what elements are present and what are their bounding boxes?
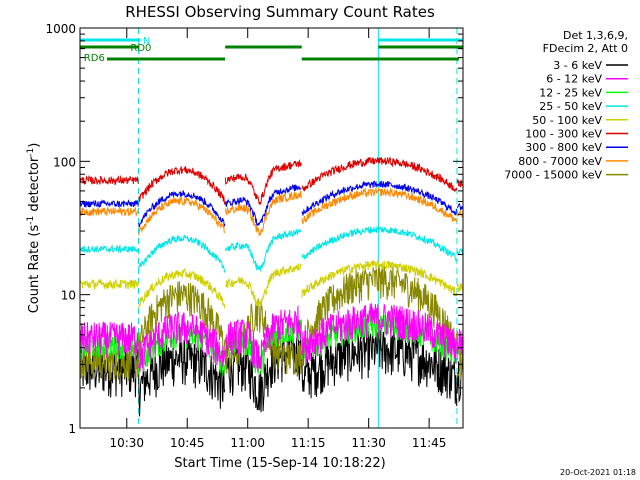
legend-label: 300 - 800 keV <box>525 141 602 154</box>
axis-ticks: 1 10 100 1000 10:30 10:45 11:00 11:15 11:30 11:45 <box>45 22 463 450</box>
chart-title: RHESSI Observing Summary Count Rates <box>125 3 435 21</box>
legend-header-2: FDecim 2, Att 0 <box>543 42 628 55</box>
series-line <box>79 186 464 236</box>
legend-header-1: Det 1,3,6,9, <box>563 29 628 42</box>
y-tick-label: 1000 <box>45 22 76 36</box>
legend-label: 50 - 100 keV <box>532 114 602 127</box>
flag-bar-label: N <box>143 36 150 47</box>
x-tick-label: 11:45 <box>412 436 447 450</box>
y-axis-label-sup2: -1 <box>26 148 36 157</box>
y-axis-label-main: Count Rate (s <box>27 225 42 314</box>
flag-bar-label: RD6 <box>84 53 105 64</box>
series-line <box>79 303 464 373</box>
y-axis-label-mid: detector <box>27 156 42 216</box>
data-layer <box>79 28 464 428</box>
series-line <box>79 258 464 310</box>
x-tick-label: 10:30 <box>109 436 144 450</box>
y-tick-label: 10 <box>61 289 76 303</box>
legend-label: 100 - 300 keV <box>525 128 602 141</box>
series-line <box>79 156 464 206</box>
legend-label: 800 - 7000 keV <box>518 155 602 168</box>
series-line <box>79 264 464 381</box>
legend-label: 6 - 12 keV <box>546 73 602 86</box>
timestamp: 20-Oct-2021 01:18 <box>560 468 636 477</box>
x-tick-label: 11:30 <box>351 436 386 450</box>
y-tick-label: 100 <box>53 155 76 169</box>
flag-bar-label: RD0 <box>130 43 151 54</box>
x-tick-label: 11:15 <box>291 436 326 450</box>
series-line <box>79 180 464 228</box>
x-tick-label: 11:00 <box>230 436 265 450</box>
x-tick-label: 10:45 <box>170 436 205 450</box>
legend-label: 25 - 50 keV <box>539 100 602 113</box>
legend-label: 7000 - 15000 keV <box>504 169 602 182</box>
x-axis-label: Start Time (15-Sep-14 10:18:22) <box>174 456 385 471</box>
y-axis-label-sup1: -1 <box>26 216 36 225</box>
plot-frame <box>79 27 464 429</box>
series-line <box>79 225 464 273</box>
legend-label: 12 - 25 keV <box>539 86 602 99</box>
y-axis-label-end: ) <box>27 143 42 148</box>
legend: Det 1,3,6,9, FDecim 2, Att 0 3 - 6 keV6 … <box>504 29 628 182</box>
y-tick-label: 1 <box>68 422 76 436</box>
y-axis-label: Count Rate (s-1 detector-1) <box>26 143 42 314</box>
legend-label: 3 - 6 keV <box>553 59 602 72</box>
